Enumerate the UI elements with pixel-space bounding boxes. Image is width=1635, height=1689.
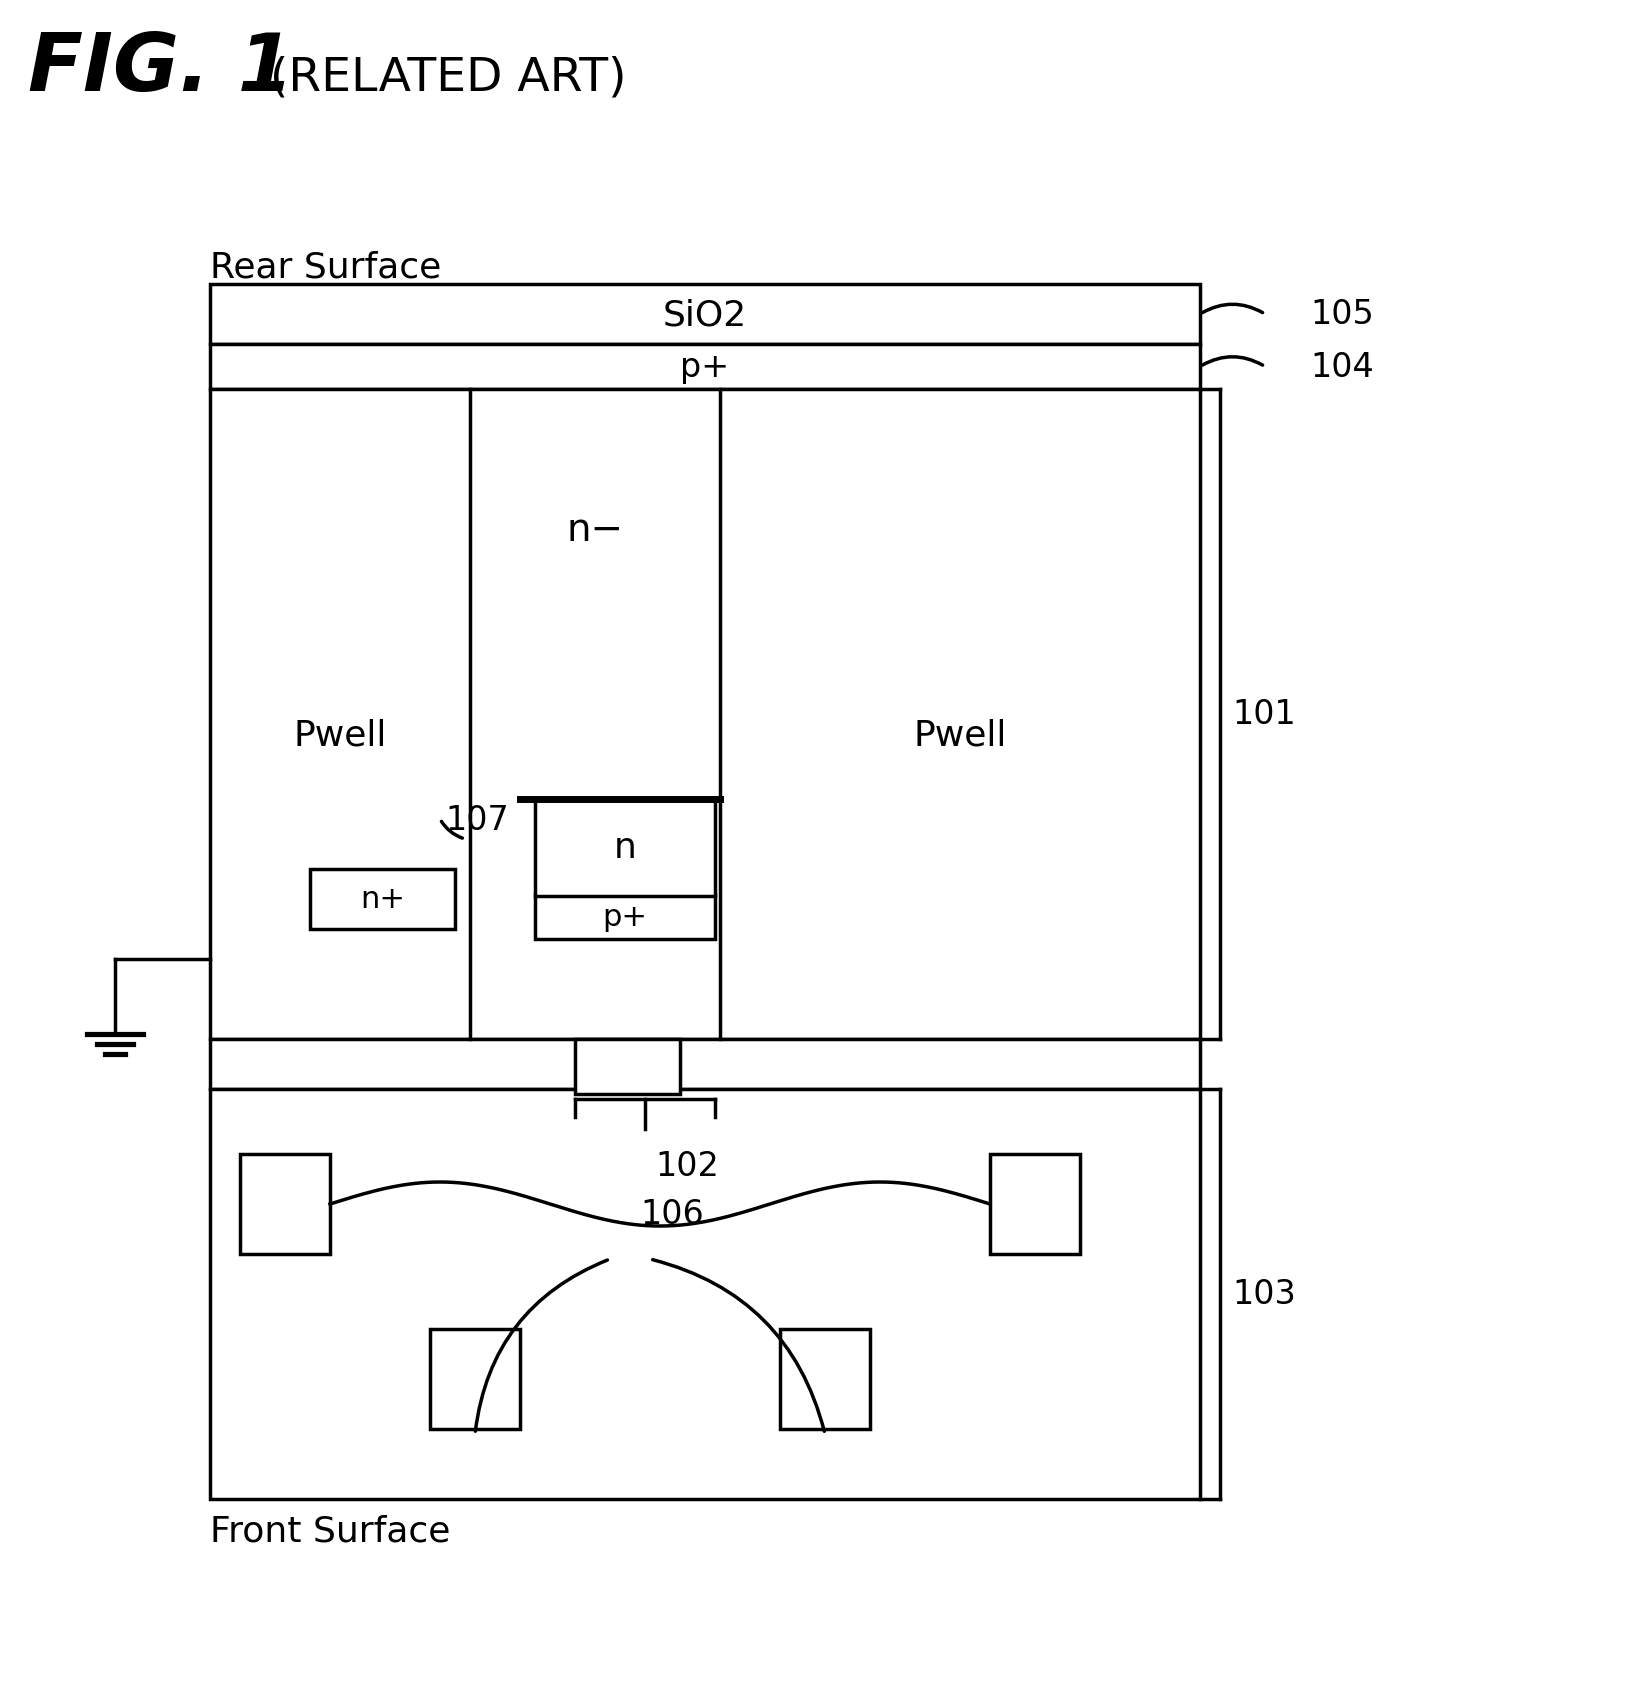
Text: 106: 106 [639,1198,703,1231]
Bar [780,1329,870,1429]
Bar [311,870,455,929]
Bar [209,345,1200,390]
Bar [209,390,1200,1039]
Text: 104: 104 [1310,351,1373,383]
Bar [535,799,714,897]
Text: 107: 107 [445,802,508,836]
Text: 101: 101 [1233,698,1297,731]
Text: 102: 102 [656,1149,719,1182]
Text: n+: n+ [360,885,405,914]
Bar [535,895,714,939]
Bar [209,1039,1200,1089]
Bar [576,1039,680,1094]
Text: SiO2: SiO2 [662,297,747,331]
Text: Front Surface: Front Surface [209,1513,450,1549]
Bar [240,1154,330,1255]
Text: p+: p+ [680,351,729,383]
Bar [991,1154,1081,1255]
Bar [209,285,1200,345]
Bar [209,1089,1200,1500]
Text: p+: p+ [603,902,647,931]
Text: n−: n− [566,510,623,549]
Text: FIG. 1: FIG. 1 [28,30,294,108]
Text: Pwell: Pwell [914,718,1007,752]
Text: (RELATED ART): (RELATED ART) [270,56,626,100]
Text: Rear Surface: Rear Surface [209,250,441,284]
Text: 105: 105 [1310,299,1373,331]
Text: 103: 103 [1233,1279,1297,1311]
Bar [430,1329,520,1429]
Text: Pwell: Pwell [293,718,387,752]
Text: n: n [613,831,636,865]
